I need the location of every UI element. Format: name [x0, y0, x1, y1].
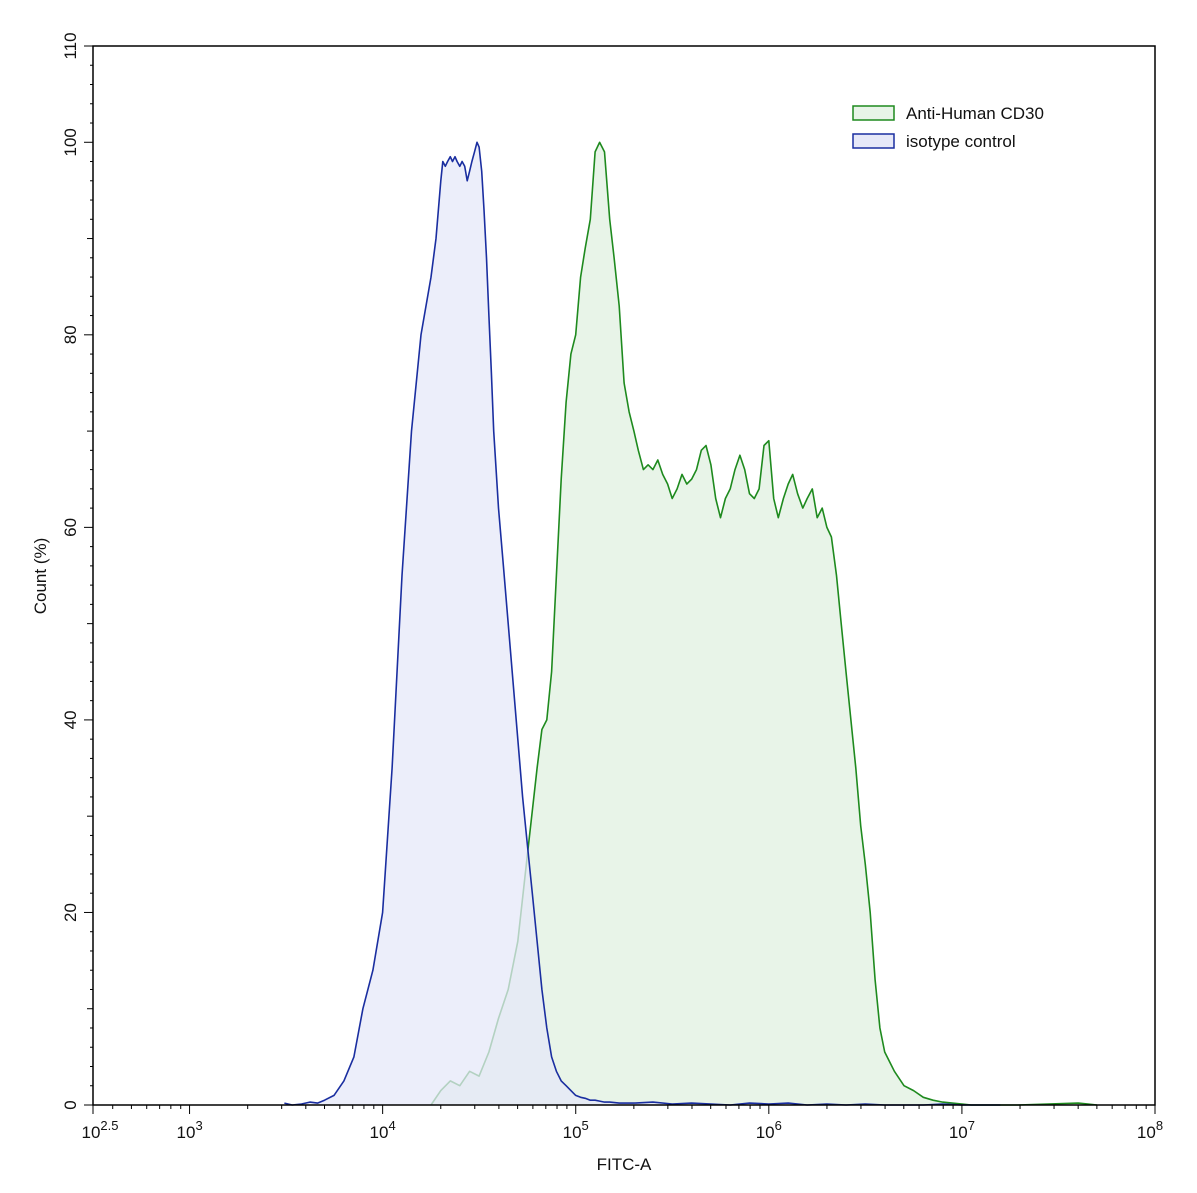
plot-frame [92, 45, 1156, 1106]
series-layer [284, 141, 1097, 1106]
x-tick-label: 102.5 [82, 1118, 119, 1142]
x-axis: 102.5 103 104 105 106 107 108 [82, 1105, 1163, 1142]
series-fill-anti-human-cd30 [431, 142, 1097, 1106]
x-tick-label: 105 [563, 1118, 589, 1142]
x-tick-label: 106 [756, 1118, 782, 1142]
x-tick-label: 103 [177, 1118, 203, 1142]
legend: Anti-Human CD30 isotype control [852, 104, 1044, 151]
series-line-anti-human-cd30 [430, 141, 1097, 1106]
series-fill-isotype-control [284, 142, 1001, 1106]
series-line-isotype-control [284, 141, 1001, 1106]
y-axis-title: Count (%) [31, 538, 50, 615]
y-tick-label: 110 [61, 32, 80, 59]
y-tick-label: 80 [61, 325, 80, 344]
y-tick-label: 0 [61, 1100, 80, 1109]
y-tick-label: 40 [61, 710, 80, 729]
x-tick-label: 104 [370, 1118, 396, 1142]
x-axis-title: FITC-A [597, 1155, 652, 1174]
legend-swatch-anti-human-cd30 [852, 105, 895, 121]
x-tick-label: 107 [949, 1118, 975, 1142]
y-tick-label: 60 [61, 518, 80, 537]
legend-label-anti-human-cd30: Anti-Human CD30 [906, 104, 1044, 123]
legend-swatch-isotype-control [852, 133, 895, 149]
y-tick-label: 100 [61, 128, 80, 156]
y-axis: 0 20 40 60 80 100 110 [61, 32, 93, 1110]
legend-label-isotype-control: isotype control [906, 132, 1016, 151]
x-tick-label: 108 [1137, 1118, 1163, 1142]
y-tick-label: 20 [61, 903, 80, 922]
